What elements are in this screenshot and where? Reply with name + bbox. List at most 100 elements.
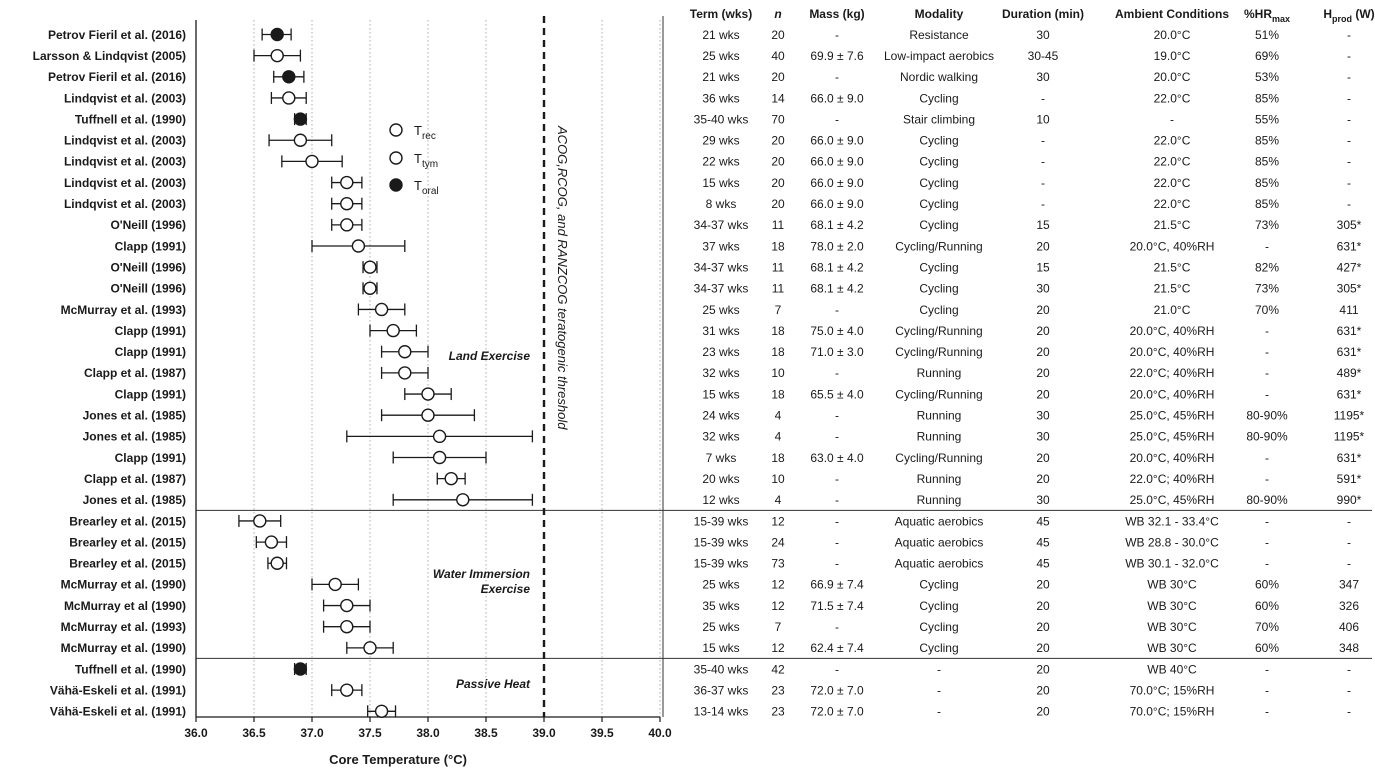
hprod-cell: 348: [1339, 641, 1359, 655]
term-cell: 32 wks: [702, 430, 739, 444]
mass-cell: 68.1 ± 4.2: [810, 282, 864, 296]
study-label: Jones et al. (1985): [83, 493, 186, 507]
modality-cell: Running: [917, 472, 962, 486]
mass-cell: 66.0 ± 9.0: [810, 134, 864, 148]
hrmax-cell: 73%: [1255, 218, 1279, 232]
n-cell: 23: [771, 705, 785, 719]
modality-cell: Resistance: [909, 28, 969, 42]
n-cell: 20: [771, 155, 785, 169]
n-cell: 12: [771, 641, 785, 655]
hprod-cell: 631*: [1337, 345, 1362, 359]
duration-cell: 30: [1036, 282, 1050, 296]
ambient-cell: 22.0°C; 40%RH: [1130, 366, 1215, 380]
duration-cell: 45: [1036, 514, 1050, 528]
term-cell: 32 wks: [702, 366, 739, 380]
hprod-cell: 411: [1339, 303, 1358, 317]
n-cell: 7: [775, 303, 782, 317]
study-label: Tuffnell et al. (1990): [75, 112, 186, 126]
hrmax-cell: 85%: [1255, 176, 1279, 190]
n-cell: 18: [771, 451, 785, 465]
data-point: [282, 70, 296, 84]
data-point: [340, 620, 354, 634]
term-cell: 22 wks: [702, 155, 739, 169]
mass-cell: 66.0 ± 9.0: [810, 91, 864, 105]
legend-marker: [389, 151, 403, 165]
hprod-cell: 305*: [1337, 282, 1362, 296]
term-cell: 15 wks: [702, 641, 739, 655]
modality-cell: -: [937, 705, 941, 719]
modality-cell: -: [937, 662, 941, 676]
n-cell: 12: [771, 514, 785, 528]
hprod-cell: 631*: [1337, 324, 1362, 338]
term-cell: 21 wks: [702, 28, 739, 42]
duration-cell: 15: [1036, 260, 1050, 274]
modality-cell: Cycling: [919, 134, 958, 148]
ambient-cell: 19.0°C: [1154, 49, 1191, 63]
modality-cell: Aquatic aerobics: [895, 535, 984, 549]
mass-cell: -: [835, 366, 839, 380]
duration-cell: 20: [1036, 705, 1050, 719]
duration-cell: -: [1041, 134, 1045, 148]
hrmax-cell: -: [1265, 451, 1269, 465]
duration-cell: 20: [1036, 662, 1050, 676]
hprod-cell: 326: [1339, 599, 1359, 613]
term-cell: 35 wks: [702, 599, 739, 613]
term-cell: 37 wks: [702, 239, 739, 253]
modality-cell: Running: [917, 493, 962, 507]
ambient-cell: 22.0°C: [1154, 91, 1191, 105]
study-label: Jones et al. (1985): [83, 430, 186, 444]
n-cell: 12: [771, 599, 785, 613]
hprod-cell: 591*: [1337, 472, 1362, 486]
ambient-cell: WB 28.8 - 30.0°C: [1125, 535, 1219, 549]
hprod-cell: -: [1347, 514, 1351, 528]
data-point: [363, 281, 377, 295]
mass-cell: 66.9 ± 7.4: [810, 578, 864, 592]
term-cell: 13-14 wks: [694, 705, 749, 719]
hrmax-cell: -: [1265, 705, 1269, 719]
hprod-cell: -: [1347, 557, 1351, 571]
study-label: Clapp (1991): [115, 324, 186, 338]
modality-cell: Cycling/Running: [895, 345, 982, 359]
group-label-line2: Exercise: [481, 582, 531, 596]
study-label: Larsson & Lindqvist (2005): [33, 49, 186, 63]
data-point: [340, 683, 354, 697]
hprod-cell: 1195*: [1334, 430, 1365, 444]
legend-label: Trec: [414, 123, 436, 142]
legend: Trec Ttym Toral: [389, 123, 439, 197]
group-label: Passive Heat: [456, 677, 531, 691]
study-label: Brearley et al. (2015): [69, 535, 186, 549]
mass-cell: 69.9 ± 7.6: [810, 49, 864, 63]
modality-cell: Aquatic aerobics: [895, 557, 984, 571]
ambient-cell: 21.5°C: [1154, 282, 1191, 296]
n-cell: 4: [775, 409, 782, 423]
n-cell: 70: [771, 112, 785, 126]
data-point: [456, 493, 470, 507]
modality-cell: Aquatic aerobics: [895, 514, 984, 528]
hrmax-cell: 85%: [1255, 91, 1279, 105]
hrmax-cell: 60%: [1255, 641, 1279, 655]
mass-cell: -: [835, 28, 839, 42]
term-cell: 15 wks: [702, 387, 739, 401]
study-label: Lindqvist et al. (2003): [64, 176, 186, 190]
term-cell: 7 wks: [706, 451, 737, 465]
duration-cell: -: [1041, 197, 1045, 211]
ambient-cell: -: [1170, 112, 1174, 126]
duration-cell: 20: [1036, 366, 1050, 380]
study-label: McMurray et al (1990): [64, 599, 186, 613]
mass-cell: 66.0 ± 9.0: [810, 197, 864, 211]
hrmax-cell: 70%: [1255, 303, 1279, 317]
modality-cell: Cycling/Running: [895, 239, 982, 253]
modality-cell: Running: [917, 430, 962, 444]
term-cell: 15-39 wks: [694, 557, 749, 571]
mass-cell: 72.0 ± 7.0: [810, 705, 864, 719]
hprod-cell: 347: [1339, 578, 1359, 592]
study-label: McMurray et al. (1990): [61, 641, 186, 655]
mass-cell: 62.4 ± 7.4: [810, 641, 864, 655]
hprod-cell: -: [1347, 197, 1351, 211]
study-label: Jones et al. (1985): [83, 409, 186, 423]
term-cell: 25 wks: [702, 303, 739, 317]
mass-cell: 71.5 ± 7.4: [810, 599, 864, 613]
data-point: [293, 133, 308, 147]
modality-cell: Cycling: [919, 155, 958, 169]
hrmax-cell: -: [1265, 345, 1269, 359]
